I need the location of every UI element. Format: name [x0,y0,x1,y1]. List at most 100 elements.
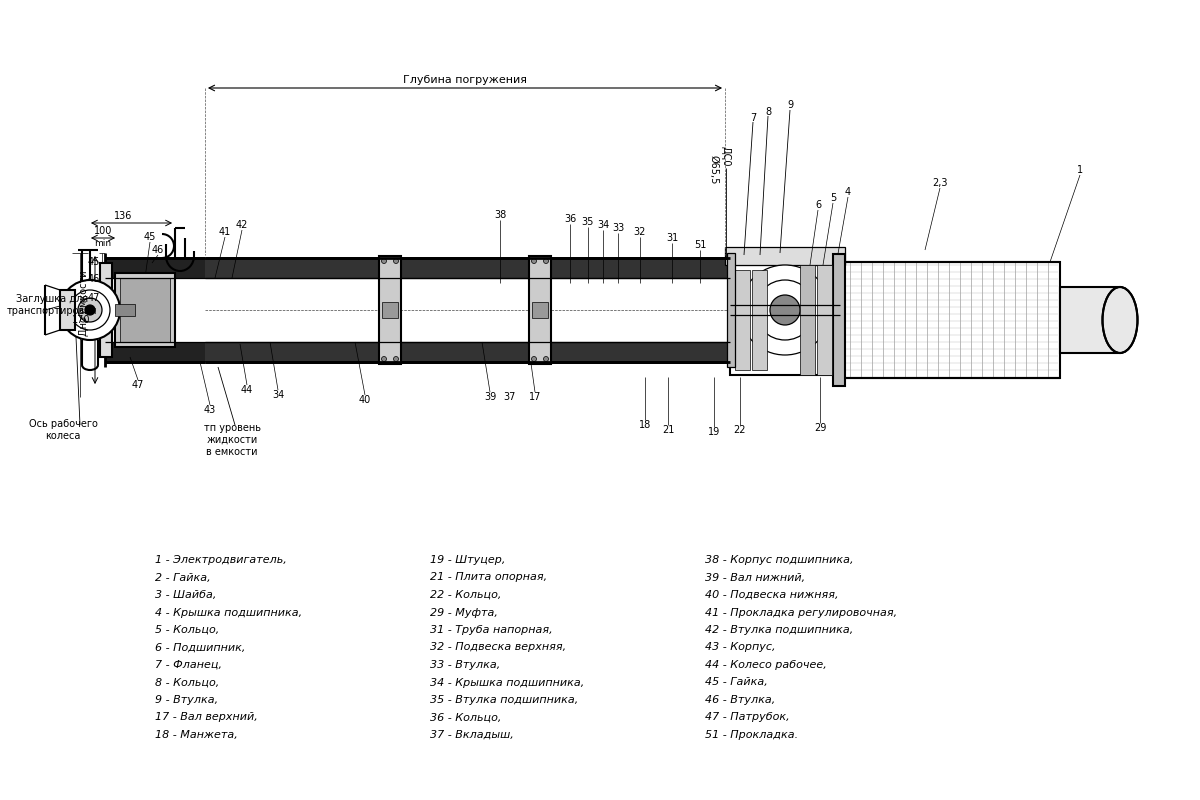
Text: 36: 36 [564,214,576,224]
Text: 29 - Муфта,: 29 - Муфта, [430,607,498,618]
Bar [100,263,112,357]
Text: 6: 6 [815,200,821,210]
Text: 9 - Втулка,: 9 - Втулка, [155,695,218,705]
Text: 47 - Патрубок,: 47 - Патрубок, [706,713,790,722]
Text: 38: 38 [494,210,506,220]
Text: 43 - Корпус,: 43 - Корпус, [706,642,775,653]
Text: 47: 47 [132,380,144,390]
Bar [106,258,205,278]
Bar [830,288,840,332]
Circle shape [740,265,830,355]
Bar [106,342,205,362]
Text: 31: 31 [666,233,678,243]
Bar [725,247,845,265]
Bar [734,270,750,370]
Text: Ось рабочего
колеса: Ось рабочего колеса [29,419,97,441]
Text: тп уровень
жидкости
в емкости: тп уровень жидкости в емкости [204,423,260,457]
Circle shape [770,295,800,325]
Text: 33 - Втулка,: 33 - Втулка, [430,660,500,670]
Text: 5 - Кольцо,: 5 - Кольцо, [155,625,220,635]
Bar [817,265,832,375]
Bar [115,304,134,316]
Text: 2 - Гайка,: 2 - Гайка, [155,573,211,582]
Text: 39: 39 [484,392,496,402]
Bar [382,302,398,318]
Text: 1: 1 [1076,165,1084,175]
Text: 34: 34 [272,390,284,400]
Text: 31 - Труба напорная,: 31 - Труба напорная, [430,625,553,635]
Text: Заглушка для
транспортировки: Заглушка для транспортировки [7,294,97,316]
Text: 44 - Колесо рабочее,: 44 - Колесо рабочее, [706,660,827,670]
Text: 37 - Вкладыш,: 37 - Вкладыш, [430,730,514,740]
Bar [379,256,401,364]
Bar [532,302,548,318]
Text: 21: 21 [662,425,674,435]
Text: 46 - Втулка,: 46 - Втулка, [706,695,775,705]
Text: 46: 46 [152,245,164,255]
Circle shape [394,357,398,362]
Bar [205,342,730,362]
Text: 35: 35 [582,217,594,227]
Text: 32: 32 [634,227,646,237]
Bar [752,270,767,370]
Text: 7: 7 [750,113,756,123]
Text: 18 - Манжета,: 18 - Манжета, [155,730,238,740]
Text: 18: 18 [638,420,652,430]
Text: 4 - Крышка подшипника,: 4 - Крышка подшипника, [155,607,302,618]
Circle shape [60,280,120,340]
Text: 136: 136 [114,211,132,221]
Text: Глубина погружения: Глубина погружения [403,75,527,85]
Text: 42: 42 [236,220,248,230]
Ellipse shape [1103,287,1138,353]
Text: 1 - Электродвигатель,: 1 - Электродвигатель, [155,555,287,565]
Bar [120,278,170,342]
Text: ДҀ0: ДҀ0 [721,146,731,166]
Text: 41 - Прокладка регулировочная,: 41 - Прокладка регулировочная, [706,607,898,618]
Text: 45: 45 [144,232,156,242]
Circle shape [755,280,815,340]
Text: 35 - Втулка подшипника,: 35 - Втулка подшипника, [430,695,578,705]
Bar [205,258,730,278]
Text: 170: 170 [72,315,90,325]
Text: min: min [95,238,112,247]
Bar [727,253,734,367]
Text: 43: 43 [204,405,216,415]
Bar [800,265,815,375]
Text: 9: 9 [787,100,793,110]
Text: 34 - Крышка подшипника,: 34 - Крышка подшипника, [430,678,584,687]
Text: 3 - Шайба,: 3 - Шайба, [155,590,216,600]
Text: 46: 46 [88,274,100,285]
Text: Дно емкости: Дно емкости [79,270,89,336]
Circle shape [382,258,386,263]
Bar [840,262,1060,378]
Text: 29: 29 [814,423,826,433]
Text: 39 - Вал нижний,: 39 - Вал нижний, [706,573,805,582]
Text: 4: 4 [845,187,851,197]
Text: 42 - Втулка подшипника,: 42 - Втулка подшипника, [706,625,853,635]
Circle shape [382,357,386,362]
Text: 17 - Вал верхний,: 17 - Вал верхний, [155,713,258,722]
Text: 22 - Кольцо,: 22 - Кольцо, [430,590,502,600]
Text: 32 - Подвеска верхняя,: 32 - Подвеска верхняя, [430,642,566,653]
Text: 17: 17 [529,392,541,402]
Text: 21 - Плита опорная,: 21 - Плита опорная, [430,573,547,582]
Text: 19 - Штуцер,: 19 - Штуцер, [430,555,505,565]
Text: 8 - Кольцо,: 8 - Кольцо, [155,678,220,687]
Text: 41: 41 [218,227,232,237]
Text: 34: 34 [596,220,610,230]
Bar [1060,287,1120,353]
Bar [115,273,175,347]
Circle shape [70,290,110,330]
Text: 51: 51 [694,240,706,250]
Text: 19: 19 [708,427,720,437]
Text: 2,3: 2,3 [932,178,948,188]
Text: 8: 8 [764,107,772,117]
Text: 6 - Подшипник,: 6 - Подшипник, [155,642,245,653]
Text: Ø65,5: Ø65,5 [709,155,719,185]
Circle shape [78,298,102,322]
Bar [833,254,845,386]
Text: 7 - Фланец,: 7 - Фланец, [155,660,222,670]
Text: 40 - Подвеска нижняя,: 40 - Подвеска нижняя, [706,590,839,600]
Text: 33: 33 [612,223,624,233]
Text: 40: 40 [359,395,371,405]
